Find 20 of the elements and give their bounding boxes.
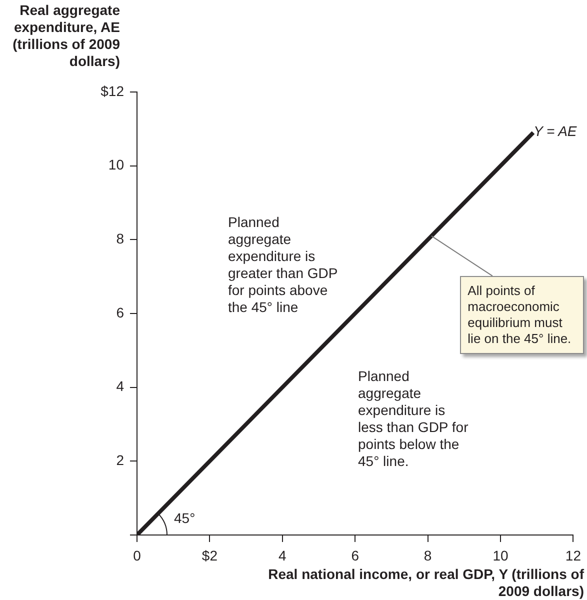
x-axis-title: Real national income, or real GDP, Y (trillions of 2009 dollars) [267,566,584,600]
x-tick-label: 8 [424,547,432,564]
annotation: Planned aggregate expenditure is greater than GDP for points above the 45° line [228,214,338,316]
x-tick-label: 12 [565,547,582,564]
y-axis-title: Real aggregate expenditure, AE (trillions of 2009 dollars) [12,2,120,70]
x-tick-label: 4 [278,547,287,564]
x-tick-label: 10 [492,547,509,564]
y-tick-label: 2 [116,452,124,468]
annotation: Y = AE [534,122,578,140]
x-tick-label: 0 [133,547,142,564]
annotation: 45° [174,510,196,527]
annotation: All points of macroeconomic equilibrium must lie on the 45° line. [460,276,584,354]
annotation: Planned aggregate expenditure is less than GDP for points below the 45° line. [358,368,470,470]
y-tick-label: 8 [116,230,124,247]
x-tick-label: 6 [351,547,360,564]
y-tick-label: 6 [116,304,124,320]
y-tick-label: 4 [116,378,124,394]
y-tick-label: $12 [100,82,124,99]
y-tick-label: 10 [108,156,124,173]
x-tick-label: $2 [202,547,218,564]
